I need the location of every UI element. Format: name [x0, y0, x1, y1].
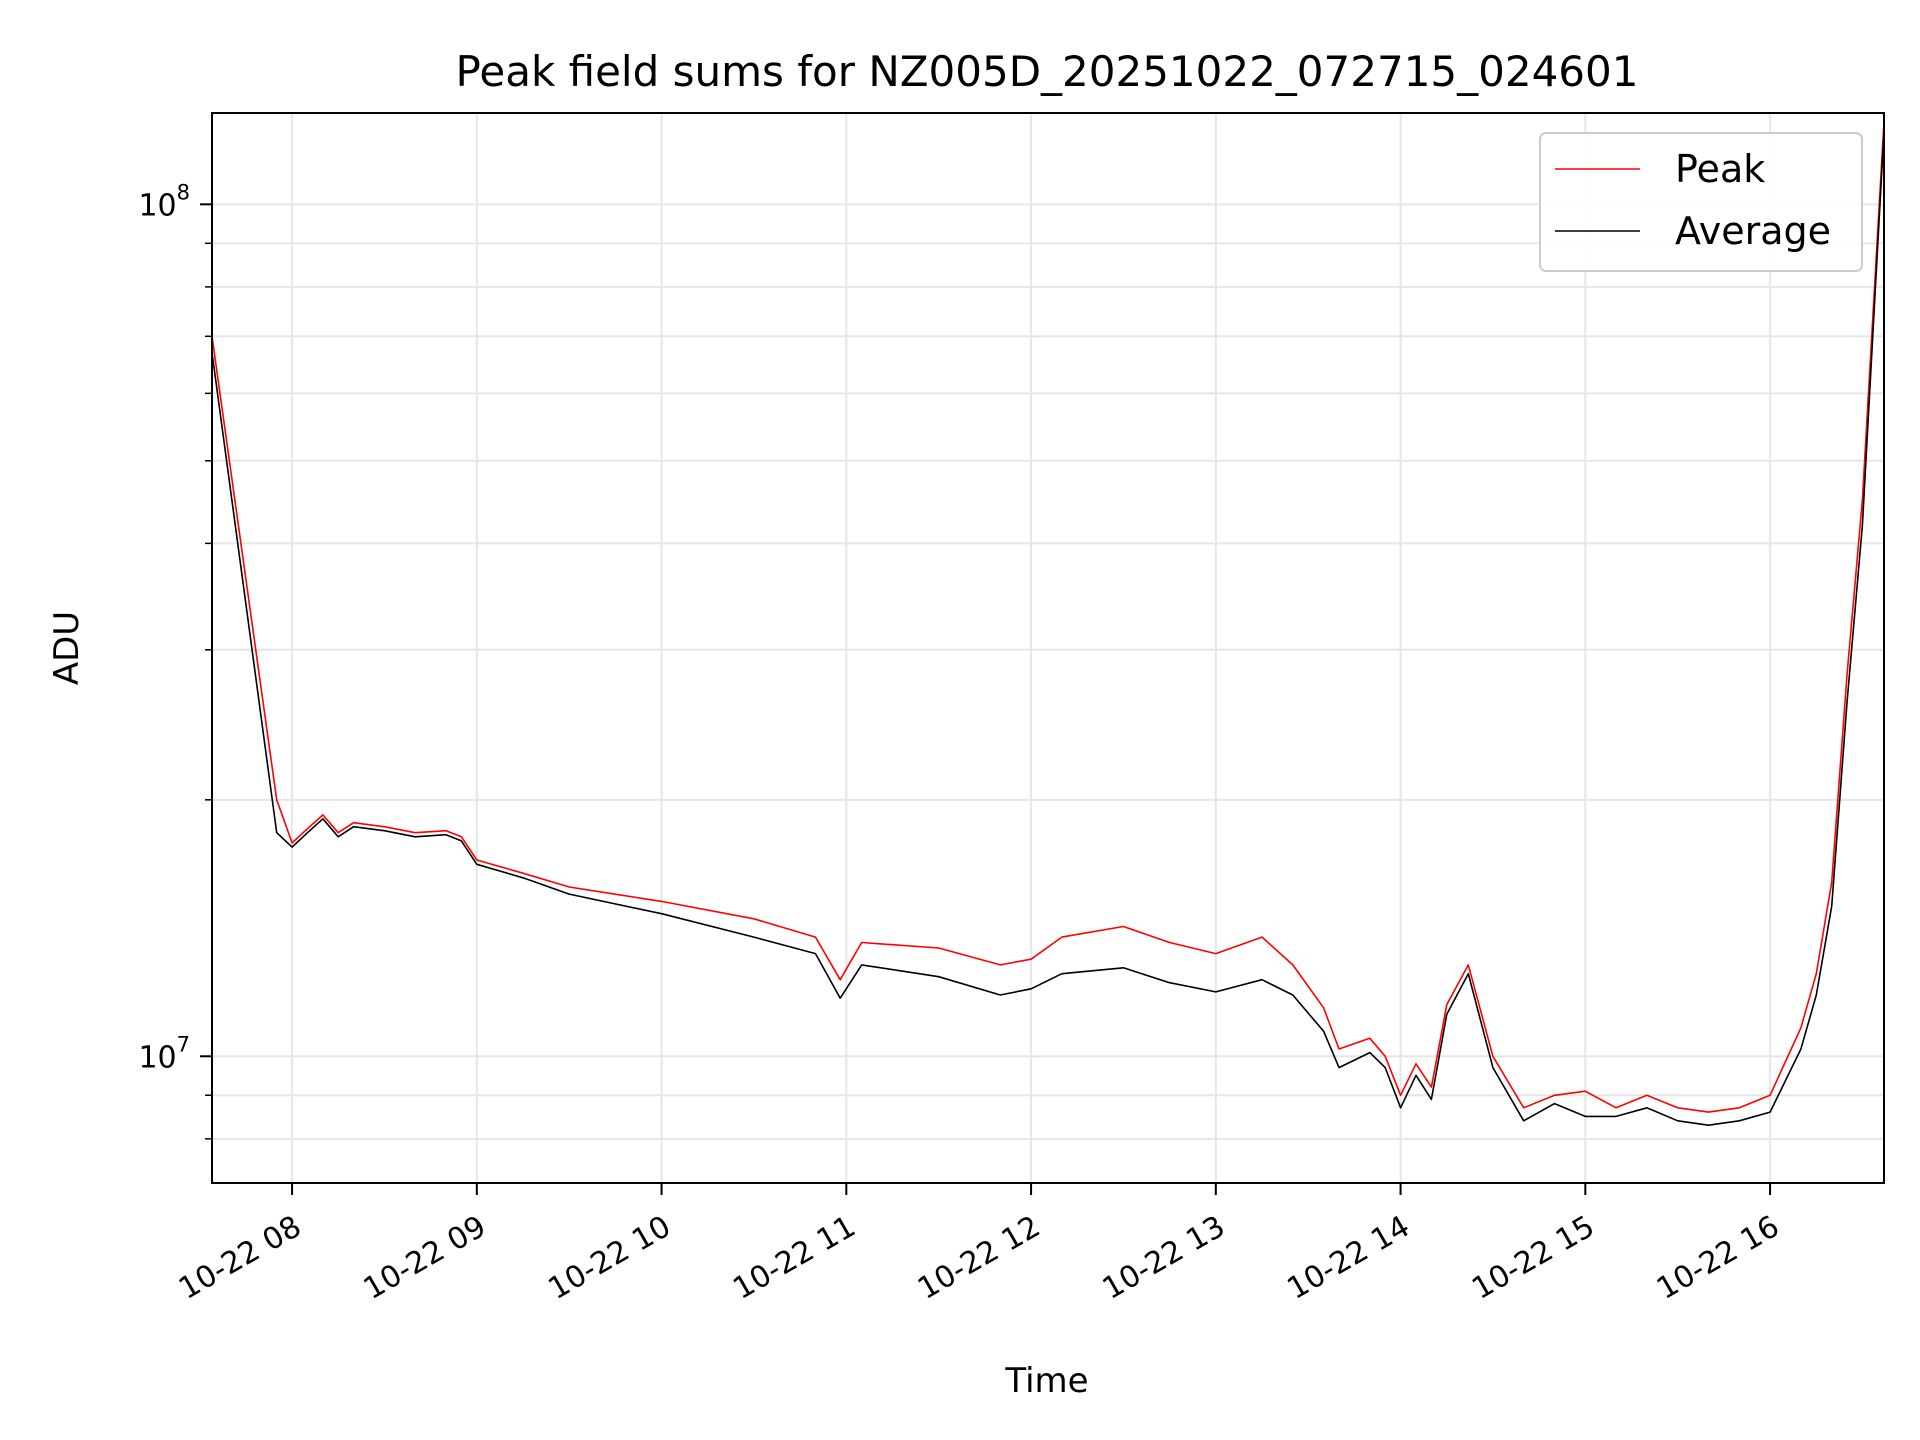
plot-lines — [211, 121, 1885, 1126]
x-axis-label: Time — [1004, 1361, 1088, 1401]
plot-frame — [211, 112, 1885, 1184]
y-tick-base: 10 — [138, 1040, 176, 1075]
legend-label-average: Average — [1675, 209, 1831, 253]
legend-label-peak: Peak — [1675, 147, 1765, 191]
y-axis-label: ADU — [47, 611, 87, 685]
y-tick-label: 107 — [138, 1032, 190, 1075]
series-line-average — [211, 130, 1885, 1126]
chart-title: Peak field sums for NZ005D_20251022_0727… — [456, 47, 1639, 96]
y-tick-exponent: 7 — [177, 1032, 190, 1056]
y-tick-exponent: 8 — [177, 180, 190, 204]
series-line-peak — [211, 121, 1885, 1113]
y-tick-label: 108 — [138, 180, 190, 223]
legend: Peak Average — [1539, 132, 1863, 272]
legend-box — [1539, 132, 1863, 272]
y-tick-base: 10 — [138, 188, 176, 223]
